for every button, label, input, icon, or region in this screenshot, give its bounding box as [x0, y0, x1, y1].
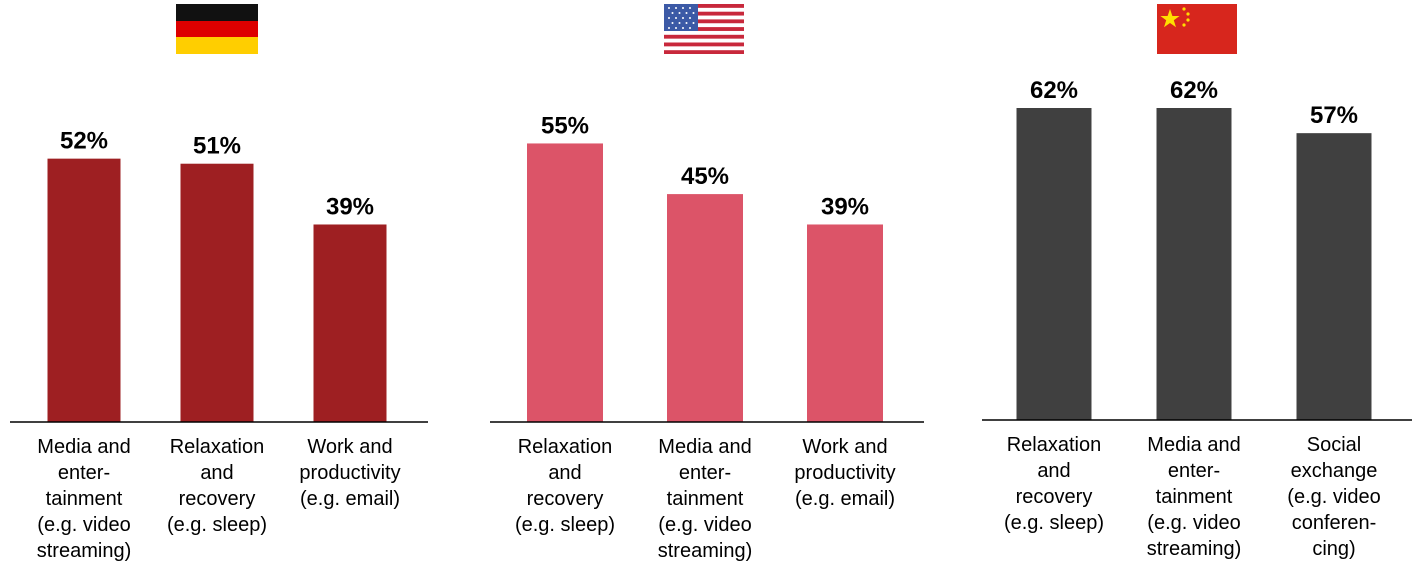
data-label: 62%: [1170, 77, 1218, 104]
category-label-line: Media and: [37, 436, 130, 458]
category-label-line: (e.g. email): [300, 488, 400, 510]
category-label-line: conferen-: [1292, 512, 1377, 534]
category-label: Work and productivity (e.g. email): [794, 436, 895, 510]
bar: [1156, 108, 1232, 420]
category-label: Relaxation and recovery (e.g. sleep): [515, 436, 615, 536]
category-label-line: tainment: [667, 488, 744, 510]
bar: [313, 224, 387, 422]
category-label-line: and: [200, 462, 233, 484]
category-label-line: (e.g. sleep): [515, 514, 615, 536]
category-label-line: (e.g. email): [795, 488, 895, 510]
category-label: Relaxation and recovery (e.g. sleep): [167, 436, 267, 536]
category-label-line: Social: [1307, 434, 1361, 456]
category-label-line: streaming): [1147, 538, 1241, 560]
category-label: Media and enter-tainment (e.g. video stream…: [658, 436, 752, 562]
category-label-line: recovery: [1016, 486, 1093, 508]
category-label: Social exchange (e.g. video conferen-cing): [1287, 434, 1380, 560]
category-label-line: and: [548, 462, 581, 484]
data-label: 39%: [326, 193, 374, 220]
category-label-line: Relaxation: [170, 436, 265, 458]
category-label: Relaxation and recovery (e.g. sleep): [1004, 434, 1104, 534]
category-label-line: Work and: [802, 436, 887, 458]
category-label-line: Work and: [307, 436, 392, 458]
category-label-line: tainment: [1156, 486, 1233, 508]
category-label-line: productivity: [299, 462, 400, 484]
category-label: Media and enter-tainment (e.g. video stream…: [37, 436, 131, 562]
bar: [1016, 108, 1092, 420]
category-label-line: tainment: [46, 488, 123, 510]
bar: [807, 224, 883, 422]
category-label-line: (e.g. video: [658, 514, 751, 536]
chart-panel-usa: 55% Relaxation and recovery (e.g. sleep) 45% M…: [490, 112, 924, 562]
bar: [47, 158, 121, 423]
category-label-line: recovery: [527, 488, 604, 510]
chart-panel-china: 62% Relaxation and recovery (e.g. sleep) 62% M…: [982, 77, 1412, 560]
category-label-line: enter-: [58, 462, 110, 484]
usa-flag-icon: [664, 4, 744, 54]
category-label-line: streaming): [37, 540, 131, 562]
category-label: Work and productivity (e.g. email): [299, 436, 400, 510]
category-label-line: (e.g. video: [1287, 486, 1380, 508]
data-label: 51%: [193, 133, 241, 160]
germany-flag-icon: [176, 4, 258, 54]
bar: [180, 163, 254, 423]
category-label-line: productivity: [794, 462, 895, 484]
data-label: 52%: [60, 128, 108, 155]
bar: [527, 143, 603, 423]
china-flag-icon: [1157, 4, 1237, 54]
category-label-line: (e.g. video: [1147, 512, 1240, 534]
bar: [667, 194, 743, 422]
data-label: 39%: [821, 193, 869, 220]
category-label-line: (e.g. sleep): [1004, 512, 1104, 534]
category-label-line: streaming): [658, 540, 752, 562]
category-label-line: enter-: [1168, 460, 1220, 482]
bar: [1296, 133, 1372, 420]
category-label-line: recovery: [179, 488, 256, 510]
category-label-line: enter-: [679, 462, 731, 484]
category-label-line: Relaxation: [1007, 434, 1102, 456]
category-label-line: (e.g. sleep): [167, 514, 267, 536]
data-label: 62%: [1030, 77, 1078, 104]
chart-panel-germany: 52% Media and enter-tainment (e.g. video str…: [10, 128, 428, 562]
category-label-line: (e.g. video: [37, 514, 130, 536]
category-label-line: exchange: [1291, 460, 1378, 482]
category-label-line: Media and: [658, 436, 751, 458]
category-label-line: Relaxation: [518, 436, 613, 458]
data-label: 55%: [541, 112, 589, 139]
data-label: 57%: [1310, 102, 1358, 129]
data-label: 45%: [681, 163, 729, 190]
category-label-line: cing): [1312, 538, 1355, 560]
category-label: Media and enter-tainment (e.g. video stream…: [1147, 434, 1241, 560]
category-label-line: Media and: [1147, 434, 1240, 456]
category-label-line: and: [1037, 460, 1070, 482]
